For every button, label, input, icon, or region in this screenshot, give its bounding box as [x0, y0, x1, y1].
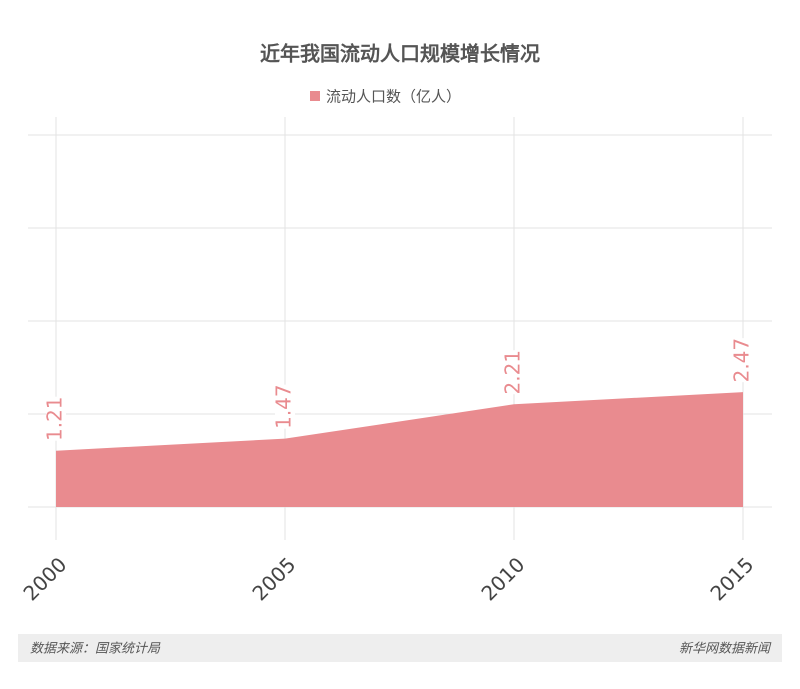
source: 数据来源：国家统计局 — [30, 641, 161, 657]
value-label-bg — [504, 350, 524, 395]
value-label: 1.47 — [272, 384, 296, 429]
legend-swatch — [310, 91, 320, 101]
area — [56, 392, 743, 507]
value-label-bg — [275, 384, 295, 429]
value-label: 2.47 — [730, 338, 754, 383]
value-label: 2.21 — [501, 350, 525, 395]
credit: 新华网数据新闻 — [679, 642, 772, 657]
legend-label: 流动人口数（亿人） — [326, 88, 461, 106]
value-label-bg — [46, 396, 66, 441]
value-label: 1.21 — [43, 396, 67, 441]
value-label-bg — [733, 338, 753, 383]
chart-title: 近年我国流动人口规模增长情况 — [260, 42, 540, 66]
footer-bar — [18, 634, 782, 662]
